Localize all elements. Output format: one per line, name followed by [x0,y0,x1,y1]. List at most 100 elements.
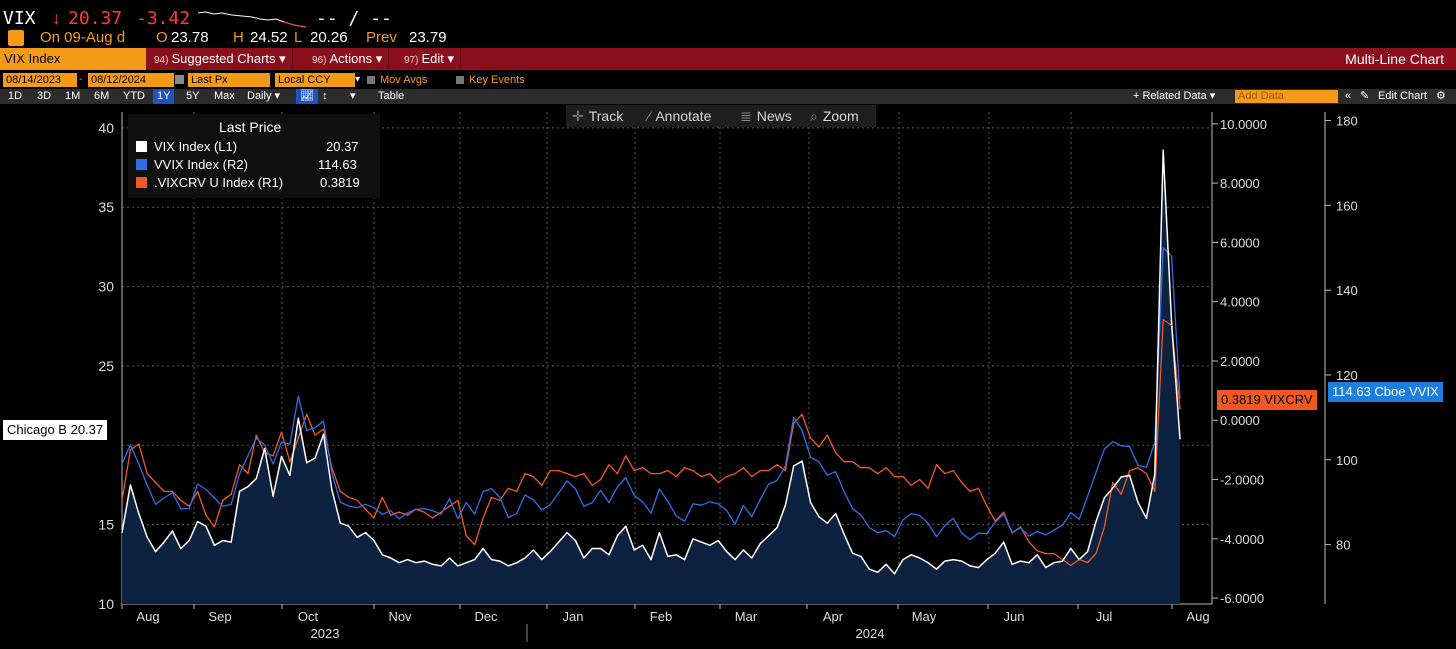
vix-point [1087,551,1089,553]
chart-svg[interactable]: 40 35 30 25 15 10 10.0000 8.0000 6.0000 4.0000 2.0… [0,104,1456,644]
vix-point [138,512,140,515]
vix-point [230,541,232,543]
add-data-input[interactable]: Add Data [1235,90,1338,103]
vixcrv-point [969,490,971,492]
chart-tools: ✛ Track ⁄ Annotate ≣ News ⌕ Zoom [566,105,876,127]
vix-point [247,486,249,488]
calendar-icon[interactable] [175,75,184,84]
vvix-point [809,456,812,458]
zoom-tool[interactable]: ⌕ Zoom [810,108,859,124]
related-data-button[interactable]: + Related Data ▾ [1133,90,1216,102]
period-ytd[interactable]: YTD [123,90,145,102]
vix-point [566,532,568,534]
table-button[interactable]: Table [378,90,405,102]
mov-avgs-checkbox[interactable]: Mov Avgs [367,73,428,87]
currency-select[interactable]: Local CCY [275,73,355,87]
vvix-point [1120,445,1122,447]
vixcrv-point [474,544,476,546]
period-3d[interactable]: 3D [37,90,52,102]
news-tool[interactable]: ≣ News [740,108,792,124]
period-6m[interactable]: 6M [94,90,110,102]
vvix-point [1095,471,1097,474]
vixcrv-point [633,470,635,472]
vix-point [1019,560,1022,562]
vvix-point [692,503,694,505]
vixcrv-point [1162,318,1164,321]
vixcrv-point [549,470,551,472]
period-max[interactable]: Max [214,90,235,102]
vix-point [1171,322,1173,324]
right1-tick-label: 10.0000 [1220,117,1267,132]
period-1y[interactable]: 1Y [153,89,175,104]
vvix-point [877,532,879,534]
vix-point [129,484,131,486]
vixcrv-last-tag: 0.3819 VIXCRV [1217,390,1317,410]
vixcrv-point [944,473,946,475]
vixcrv-point [600,478,602,481]
vix-point [155,551,157,553]
vvix-point [490,488,493,490]
vix-point [423,560,425,562]
chart-area[interactable]: 40 35 30 25 15 10 10.0000 8.0000 6.0000 4.0000 2.0… [0,104,1456,644]
actions-button[interactable]: 96) Actions ▾ [308,48,390,70]
vvix-point [642,501,644,503]
vvix-point [1179,397,1181,399]
vix-point [356,536,358,538]
frequency-select[interactable]: Daily ▾ [247,90,281,102]
vixcrv-point [591,484,593,486]
vixcrv-point [1078,558,1080,561]
vixcrv-point [809,437,812,439]
gear-icon[interactable]: ⚙ [1436,90,1446,102]
line-chart-icon[interactable]: 📈︎ [296,89,318,104]
start-date-field[interactable]: 08/14/2023 [3,73,77,87]
vix-point [986,559,988,561]
vixcrv-point [398,511,400,513]
chevron-down-icon[interactable]: ▾ [350,90,356,102]
left-tick-label: 15 [98,517,114,533]
vixcrv-point [121,499,123,501]
vix-point [776,527,778,529]
vvix-point [364,503,367,505]
chart-style-icon[interactable]: ↕ [322,90,328,102]
vix-point [885,563,887,565]
key-events-checkbox[interactable]: Key Events [456,73,525,87]
vix-point [1003,541,1005,543]
security-field[interactable]: VIX Index [0,48,146,70]
annotate-tool[interactable]: ⁄ Annotate [648,108,712,124]
vvix-point [474,513,476,515]
low-value: 20.26 [310,29,348,46]
edit-chart-button[interactable]: Edit Chart [1378,90,1427,102]
vixcrv-point [709,473,711,475]
vixcrv-point [264,452,266,454]
vixcrv-point [482,517,484,519]
vix-point [1103,497,1105,499]
vixcrv-point [675,476,677,478]
bid-ask: -- / -- [316,8,392,29]
vixcrv-point [726,476,728,478]
field-select[interactable]: Last Px [188,73,270,87]
left-tick-label: 30 [98,279,114,295]
vvix-point [784,465,786,467]
vix-point [272,495,274,497]
vix-point [877,571,879,573]
suggested-charts-button[interactable]: 94) Suggested Charts ▾ [150,48,293,70]
vixcrv-point [406,514,409,516]
period-1d[interactable]: 1D [8,90,23,102]
vvix-point [826,474,828,476]
legend-swatch [136,141,147,152]
vixcrv-point [977,487,980,489]
vix-point [306,462,308,464]
intraday-icon[interactable] [8,30,24,46]
vix-point [734,559,736,561]
collapse-icon[interactable]: « [1345,90,1352,102]
chevron-down-icon[interactable]: ▾ [355,74,361,85]
edit-button[interactable]: 97) Edit ▾ [400,48,461,70]
vixcrv-point [759,470,761,472]
vvix-point [180,508,182,510]
vixcrv-point [306,413,308,415]
end-date-field[interactable]: 08/12/2024 [88,73,174,87]
period-5y[interactable]: 5Y [186,90,200,102]
vixcrv-point [1095,553,1097,555]
period-1m[interactable]: 1M [65,90,81,102]
track-tool[interactable]: ✛ Track [572,108,624,124]
